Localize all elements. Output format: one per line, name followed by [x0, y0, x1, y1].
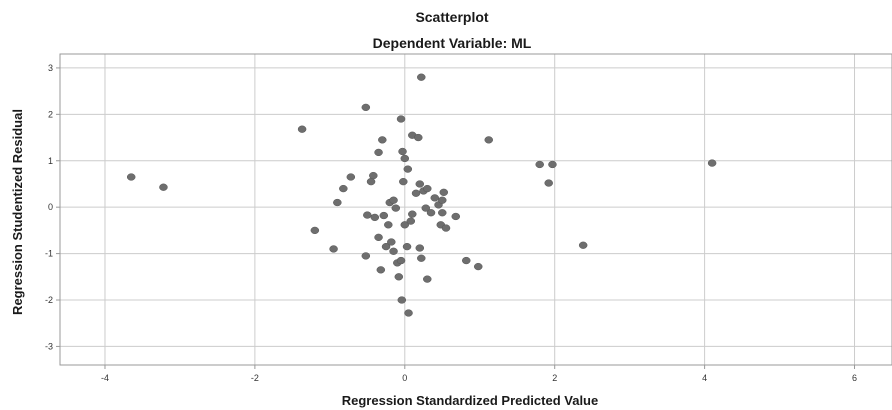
- scatter-point: [548, 160, 557, 169]
- x-tick-label: 2: [552, 373, 557, 383]
- scatter-point: [421, 204, 431, 212]
- scatter-point: [423, 184, 432, 193]
- scatter-point: [329, 245, 338, 253]
- scatter-point: [399, 177, 408, 186]
- scatter-point: [398, 147, 407, 156]
- y-tick-label: 2: [48, 109, 53, 119]
- scatter-point: [369, 171, 378, 180]
- scatter-point: [394, 273, 404, 281]
- scatter-point: [389, 247, 398, 255]
- scatter-point: [404, 309, 413, 317]
- scatter-point: [310, 226, 320, 235]
- scatter-point: [438, 196, 447, 204]
- scatter-point: [402, 242, 412, 251]
- scatter-point: [423, 275, 432, 283]
- x-tick-label: 0: [402, 373, 407, 383]
- scatter-point: [415, 180, 425, 188]
- scatter-point: [366, 177, 376, 186]
- scatter-point: [370, 213, 380, 222]
- scatter-point: [378, 136, 387, 144]
- y-tick-label: -3: [45, 341, 53, 351]
- scatter-point: [411, 189, 421, 197]
- scatter-point: [544, 179, 553, 187]
- scatter-point: [389, 196, 398, 204]
- scatter-point: [417, 73, 426, 81]
- scatter-point: [484, 136, 493, 144]
- scatter-point: [376, 266, 386, 274]
- y-tick-label: -1: [45, 249, 53, 259]
- tick-layer: -4 -2 0 2 4 6 -3 -2 -1 0 1 2 3: [45, 63, 857, 383]
- scatter-point: [363, 211, 372, 219]
- scatter-point: [414, 133, 423, 142]
- chart-subtitle: Dependent Variable: ML: [373, 35, 532, 51]
- scatter-point: [379, 211, 389, 220]
- x-tick-label: 4: [702, 373, 707, 383]
- scatter-point: [374, 148, 383, 157]
- y-tick-label: 1: [48, 156, 53, 166]
- x-tick-label: 6: [852, 373, 857, 383]
- point-layer: [126, 73, 717, 317]
- scatter-point: [159, 183, 168, 191]
- scatter-point: [297, 125, 307, 133]
- scatter-point: [396, 256, 406, 265]
- scatter-point: [333, 198, 342, 207]
- scatter-point: [406, 217, 416, 225]
- y-tick-label: 0: [48, 202, 53, 212]
- x-tick-label: -4: [101, 373, 109, 383]
- grid-layer: [60, 54, 892, 365]
- y-tick-label: -2: [45, 295, 53, 305]
- scatter-point: [400, 154, 410, 163]
- scatter-point: [430, 194, 440, 202]
- scatter-point: [535, 160, 544, 169]
- chart-title: Scatterplot: [415, 9, 488, 25]
- scatter-point: [462, 256, 471, 265]
- scatter-point: [396, 115, 406, 123]
- scatter-point: [361, 103, 371, 112]
- scatter-point: [417, 254, 426, 262]
- scatter-point: [438, 209, 447, 217]
- scatter-point: [339, 184, 348, 193]
- scatter-point: [126, 173, 136, 181]
- scatter-point: [439, 188, 449, 196]
- scatter-point: [387, 238, 396, 246]
- plot-frame: [59, 53, 892, 366]
- scatter-point: [361, 252, 371, 260]
- scatter-point: [391, 204, 401, 212]
- scatter-point: [384, 221, 393, 229]
- scatter-point: [441, 224, 451, 232]
- y-tick-label: 3: [48, 63, 53, 73]
- scatter-point: [403, 165, 413, 173]
- scatter-point: [346, 173, 356, 181]
- scatter-point: [397, 296, 407, 304]
- scatter-point: [381, 242, 391, 251]
- scatter-point: [578, 241, 588, 249]
- x-axis-label: Regression Standardized Predicted Value: [342, 393, 598, 408]
- scatter-point: [374, 233, 383, 242]
- scatter-point: [451, 212, 461, 221]
- scatter-point: [400, 221, 410, 229]
- scatter-point: [426, 209, 436, 217]
- scatter-point: [473, 262, 483, 271]
- scatter-point: [408, 210, 417, 218]
- x-tick-label: -2: [251, 373, 259, 383]
- y-axis-label: Regression Studentized Residual: [10, 109, 25, 315]
- scatter-point: [707, 159, 717, 167]
- scatter-point: [415, 244, 425, 252]
